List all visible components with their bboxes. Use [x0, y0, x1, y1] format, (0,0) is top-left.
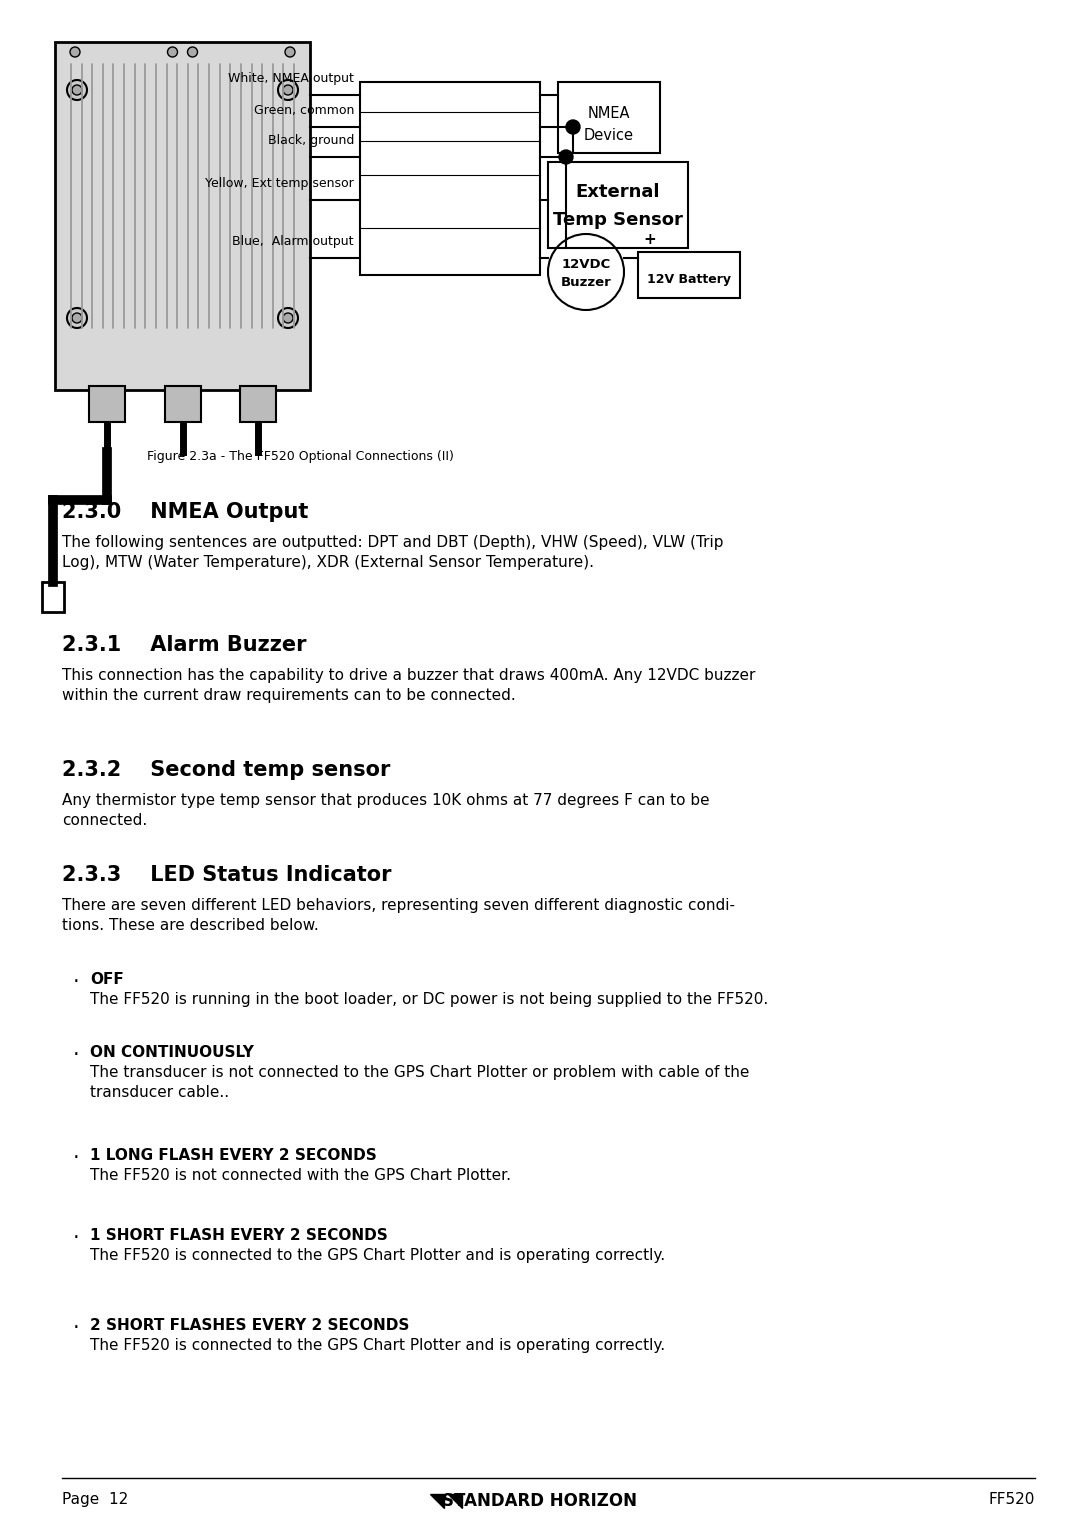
Text: External: External	[576, 183, 660, 200]
Bar	[42, 583, 64, 612]
Text: Page  12: Page 12	[62, 1492, 129, 1508]
Text: 12VDC: 12VDC	[562, 258, 610, 272]
Text: 1 LONG FLASH EVERY 2 SECONDS: 1 LONG FLASH EVERY 2 SECONDS	[90, 1148, 377, 1164]
Circle shape	[278, 307, 298, 329]
Text: 2.3.0    NMEA Output: 2.3.0 NMEA Output	[62, 502, 309, 521]
Text: Temp Sensor: Temp Sensor	[553, 211, 683, 229]
Text: +: +	[644, 232, 657, 248]
Text: 2.3.2    Second temp sensor: 2.3.2 Second temp sensor	[62, 760, 390, 780]
Text: ON CONTINUOUSLY: ON CONTINUOUSLY	[90, 1044, 254, 1060]
Circle shape	[559, 150, 573, 164]
Bar	[548, 162, 688, 248]
Text: This connection has the capability to drive a buzzer that draws 400mA. Any 12VDC: This connection has the capability to dr…	[62, 668, 755, 703]
Text: NMEA: NMEA	[588, 107, 631, 121]
Text: ·: ·	[72, 972, 79, 992]
Bar	[164, 385, 201, 422]
Text: The transducer is not connected to the GPS Chart Plotter or problem with cable o: The transducer is not connected to the G…	[90, 1066, 750, 1099]
Text: The FF520 is running in the boot loader, or DC power is not being supplied to th: The FF520 is running in the boot loader,…	[90, 992, 768, 1008]
Text: 2 SHORT FLASHES EVERY 2 SECONDS: 2 SHORT FLASHES EVERY 2 SECONDS	[90, 1318, 409, 1333]
Circle shape	[566, 119, 580, 135]
Circle shape	[72, 313, 82, 323]
Text: ·: ·	[72, 1228, 79, 1248]
Text: 2.3.3    LED Status Indicator: 2.3.3 LED Status Indicator	[62, 865, 391, 885]
Circle shape	[283, 86, 293, 95]
Circle shape	[188, 47, 198, 57]
Text: Blue,  Alarm output: Blue, Alarm output	[232, 235, 354, 248]
Circle shape	[72, 86, 82, 95]
Bar	[240, 385, 276, 422]
Text: FF520: FF520	[988, 1492, 1035, 1508]
Text: 2.3.1    Alarm Buzzer: 2.3.1 Alarm Buzzer	[62, 635, 307, 654]
Circle shape	[278, 80, 298, 99]
Text: Buzzer: Buzzer	[561, 277, 611, 289]
Circle shape	[283, 313, 293, 323]
Polygon shape	[430, 1494, 444, 1508]
Text: Device: Device	[584, 128, 634, 144]
Text: The FF520 is connected to the GPS Chart Plotter and is operating correctly.: The FF520 is connected to the GPS Chart …	[90, 1248, 665, 1263]
Text: White, NMEA output: White, NMEA output	[228, 72, 354, 86]
Text: ·: ·	[72, 1318, 79, 1338]
Text: Figure 2.3a - The FF520 Optional Connections (II): Figure 2.3a - The FF520 Optional Connect…	[147, 450, 454, 463]
Text: The FF520 is connected to the GPS Chart Plotter and is operating correctly.: The FF520 is connected to the GPS Chart …	[90, 1338, 665, 1353]
Text: Green, common: Green, common	[254, 104, 354, 118]
Text: 12V Battery: 12V Battery	[647, 274, 731, 286]
Text: Any thermistor type temp sensor that produces 10K ohms at 77 degrees F can to be: Any thermistor type temp sensor that pro…	[62, 794, 710, 827]
Text: OFF: OFF	[90, 972, 124, 988]
Bar	[55, 41, 310, 390]
Text: Black, ground: Black, ground	[268, 135, 354, 147]
Text: STANDARD HORIZON: STANDARD HORIZON	[443, 1492, 637, 1511]
Bar	[638, 252, 740, 298]
Text: The following sentences are outputted: DPT and DBT (Depth), VHW (Speed), VLW (Tr: The following sentences are outputted: D…	[62, 535, 724, 570]
Text: ·: ·	[72, 1044, 79, 1066]
Text: The FF520 is not connected with the GPS Chart Plotter.: The FF520 is not connected with the GPS …	[90, 1168, 511, 1183]
Text: There are seven different LED behaviors, representing seven different diagnostic: There are seven different LED behaviors,…	[62, 898, 735, 933]
Bar	[558, 83, 660, 153]
Polygon shape	[448, 1494, 462, 1508]
Circle shape	[67, 80, 87, 99]
Circle shape	[285, 47, 295, 57]
Text: Yellow, Ext temp sensor: Yellow, Ext temp sensor	[205, 177, 354, 190]
Bar	[360, 83, 540, 275]
Circle shape	[70, 47, 80, 57]
Circle shape	[167, 47, 177, 57]
Text: ·: ·	[72, 1148, 79, 1168]
Bar	[89, 385, 125, 422]
Text: 1 SHORT FLASH EVERY 2 SECONDS: 1 SHORT FLASH EVERY 2 SECONDS	[90, 1228, 388, 1243]
Circle shape	[67, 307, 87, 329]
